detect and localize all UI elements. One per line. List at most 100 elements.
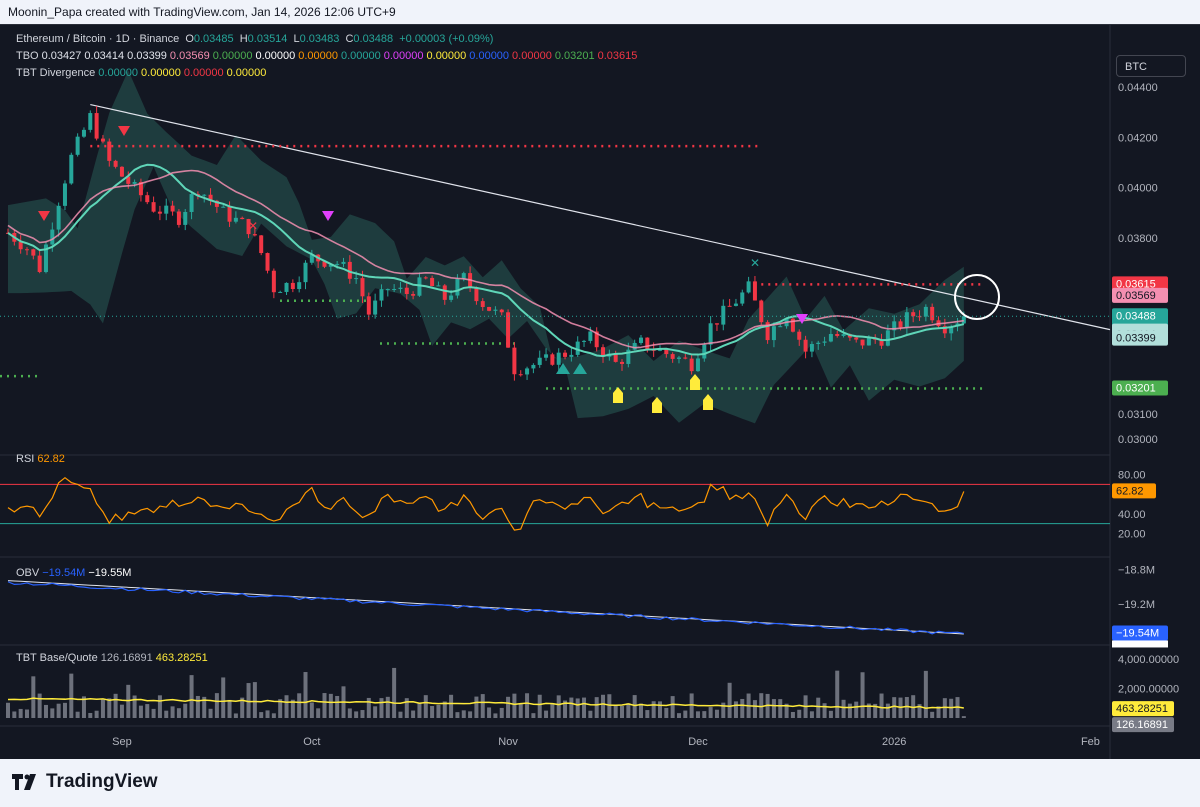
candle-body (227, 206, 232, 222)
price-badge-bg (1112, 287, 1168, 303)
rsi-badge-label: 62.82 (1116, 485, 1144, 497)
rsi-tick-label: 40.00 (1118, 509, 1146, 521)
volume-bar (487, 707, 492, 718)
highlight-circle (954, 274, 1000, 320)
volume-bar (816, 697, 821, 718)
volume-bar (50, 708, 55, 718)
candle-body (56, 205, 61, 230)
footer: TradingView (0, 759, 1200, 807)
volume-bar (797, 709, 802, 718)
candle-body (683, 357, 688, 359)
tbt-bq-value1: 126.16891 (100, 652, 153, 664)
volume-bar (246, 683, 251, 718)
obv-label: OBV (16, 567, 40, 579)
divergence-marker (322, 211, 334, 221)
candle-body (170, 205, 175, 212)
volume-bar (69, 673, 74, 718)
candle-body (113, 160, 118, 167)
buy-signal-marker (573, 363, 587, 374)
volume-bar (841, 699, 846, 718)
candle-body (151, 202, 156, 212)
volume-bar (138, 705, 143, 718)
volume-bar (683, 710, 688, 718)
candle-body (94, 113, 99, 139)
candle-body (797, 331, 802, 340)
volume-bar (752, 700, 757, 718)
descending-trendline (90, 104, 1111, 331)
candle-body (752, 281, 757, 301)
volume-bar (759, 693, 764, 718)
volume-bar (195, 695, 200, 718)
candle-body (322, 261, 327, 267)
volume-bar (866, 703, 871, 718)
volume-bar (847, 703, 852, 718)
candle-body (708, 323, 713, 345)
volume-bar (430, 706, 435, 718)
candle-body (430, 277, 435, 287)
open-value: 0.03485 (193, 33, 234, 45)
rsi-tick-label: 20.00 (1118, 528, 1146, 540)
chart-svg[interactable]: 0.04400 0.04200 0.04000 0.03800 0.03100 0.030… (0, 25, 1200, 760)
open-label: O (185, 33, 194, 45)
tbt-divergence-legend: TBT Divergence 0.00000 0.00000 0.00000 0.000… (16, 67, 272, 79)
volume-bar (417, 702, 422, 718)
brand-name: TradingView (46, 771, 158, 792)
tradingview-logo[interactable]: TradingView (12, 771, 158, 793)
volume-bar (809, 711, 814, 718)
rsi-legend-value: 62.82 (37, 453, 65, 465)
tbo-value-7: 0.00000 (340, 50, 381, 62)
candle-body (100, 138, 105, 142)
volume-bar (227, 699, 232, 718)
volume-bar (537, 694, 542, 718)
obv-legend-value1: −19.54M (42, 567, 86, 579)
candle-body (632, 342, 637, 350)
volume-bar (613, 705, 618, 718)
sell-signal-marker (118, 126, 130, 136)
volume-bar (879, 693, 884, 718)
candle-body (676, 357, 681, 359)
tbt-bq-value2: 463.28251 (155, 652, 208, 664)
compare-symbol-button[interactable]: BTC (1116, 55, 1186, 77)
main-legend: Ethereum / Bitcoin · 1D · Binance O0.034… (16, 33, 496, 45)
volume-bar (132, 695, 137, 718)
close-value: 0.03488 (353, 33, 394, 45)
volume-bar (474, 696, 479, 718)
volume-bar (252, 682, 257, 718)
candle-body (765, 322, 770, 341)
volume-badge-bg (1112, 717, 1174, 733)
candle-body (588, 331, 593, 341)
candle-body (335, 263, 340, 265)
volume-bar (784, 703, 789, 718)
volume-bar (183, 703, 188, 718)
candle-body (379, 289, 384, 301)
volume-bar (550, 702, 555, 718)
volume-bar (708, 707, 713, 718)
price-tick-label: 0.03100 (1118, 409, 1158, 421)
chart-area[interactable]: 0.04400 0.04200 0.04000 0.03800 0.03100 0.030… (0, 24, 1200, 760)
yellow-flag-marker (703, 394, 713, 410)
volume-bar (354, 711, 359, 718)
candle-body (860, 339, 865, 346)
candle-body (50, 229, 55, 245)
volume-bar (917, 704, 922, 718)
tbo-value-12: 0.03201 (554, 50, 595, 62)
candle-body (157, 211, 162, 214)
candle-body (816, 342, 821, 345)
volume-bar (721, 702, 726, 718)
tbo-value-4: 0.00000 (212, 50, 253, 62)
volume-bar (335, 695, 340, 718)
volume-bar (506, 696, 511, 718)
candle-body (233, 217, 238, 222)
candle-body (613, 353, 618, 362)
candle-body (69, 154, 74, 184)
close-label: C (345, 33, 354, 45)
candle-body (18, 241, 23, 250)
x-tick-label: Dec (688, 736, 708, 748)
volume-bar (297, 693, 302, 718)
tbo-label: TBO (16, 50, 39, 62)
candle-body (290, 282, 295, 290)
change-value: +0.00003 (+0.09%) (399, 33, 494, 45)
candle-body (24, 249, 29, 251)
candle-body (727, 305, 732, 307)
rsi-badge-bg (1112, 483, 1156, 499)
